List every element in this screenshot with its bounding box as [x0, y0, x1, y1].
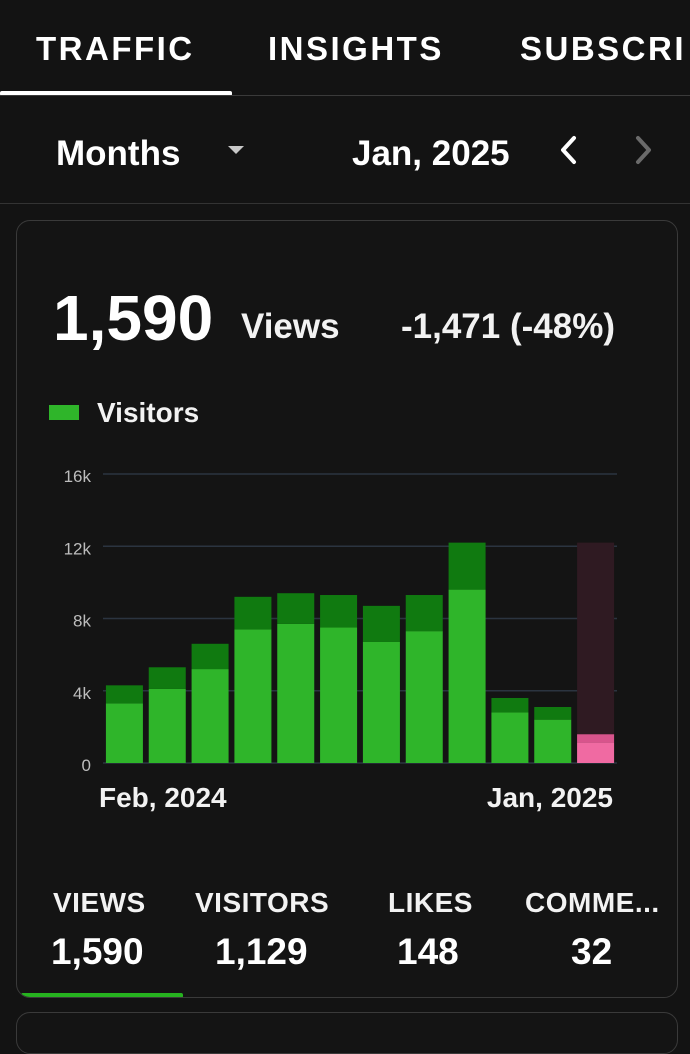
bar-visitors	[277, 623, 315, 763]
tab-subscribers[interactable]: SUBSCRI	[520, 30, 687, 67]
bar-visitors	[405, 631, 443, 763]
bar-visitors	[534, 719, 572, 763]
active-tab-indicator	[0, 91, 232, 96]
stat-title-comments[interactable]: COMME...	[525, 887, 660, 918]
date-label: Jan, 2025	[352, 134, 510, 173]
bar-views	[362, 605, 400, 642]
bar-visitors	[105, 703, 143, 763]
bar-views	[320, 595, 358, 628]
stat-value-views[interactable]: 1,590	[51, 931, 144, 972]
bar-views	[534, 707, 572, 720]
chevron-right-icon[interactable]	[626, 132, 662, 168]
x-label-start: Feb, 2024	[99, 782, 227, 813]
bar-views	[491, 697, 529, 713]
y-tick-label: 4k	[73, 684, 91, 703]
stats-card: 1,590 Views -1,471 (-48%) Visitors 16k 12…	[16, 220, 678, 998]
bar-visitors	[577, 742, 615, 763]
legend-swatch	[49, 405, 79, 420]
bar-visitors	[234, 629, 272, 763]
views-label: Views	[241, 307, 340, 346]
toolbar-divider	[0, 203, 690, 204]
tab-insights[interactable]: INSIGHTS	[268, 30, 444, 67]
period-selector[interactable]: Months	[56, 134, 181, 173]
views-change: -1,471 (-48%)	[401, 307, 615, 346]
chevron-left-icon[interactable]	[552, 132, 588, 168]
stat-title-views[interactable]: VIEWS	[53, 887, 146, 918]
bar-views	[234, 596, 272, 630]
x-label-end: Jan, 2025	[487, 782, 613, 813]
bar-visitors	[491, 712, 529, 763]
date-toolbar: Months Jan, 2025	[0, 96, 690, 204]
bar-visitors	[448, 589, 486, 763]
bar-visitors	[320, 627, 358, 763]
selected-stat-indicator	[21, 993, 183, 997]
stat-value-visitors[interactable]: 1,129	[215, 931, 308, 972]
bar-views	[105, 685, 143, 704]
tab-bar: TRAFFIC INSIGHTS SUBSCRI	[0, 0, 690, 96]
tabs-divider	[0, 95, 690, 96]
stats-row: VIEWS 1,590 VISITORS 1,129 LIKES 148 COM…	[17, 881, 677, 997]
stat-title-visitors[interactable]: VISITORS	[195, 887, 330, 918]
bar-views	[191, 643, 229, 670]
dropdown-triangle-icon[interactable]	[228, 146, 244, 154]
legend-label: Visitors	[97, 397, 200, 428]
total-views-value: 1,590	[53, 282, 214, 354]
y-tick-label: 16k	[64, 467, 92, 486]
bar-views	[577, 734, 615, 743]
stat-value-likes[interactable]: 148	[397, 931, 459, 972]
tab-traffic[interactable]: TRAFFIC	[36, 30, 195, 67]
stat-title-likes[interactable]: LIKES	[388, 887, 473, 918]
bar-views	[448, 542, 486, 590]
bar-views	[277, 593, 315, 624]
y-tick-label: 0	[82, 756, 91, 775]
visitors-bar-chart[interactable]: 16k 12k 8k 4k 0 Feb, 2024 Jan, 2025	[17, 451, 677, 831]
y-tick-label: 12k	[64, 539, 92, 558]
bar-views	[405, 595, 443, 632]
stat-value-comments[interactable]: 32	[571, 931, 613, 972]
bar-visitors	[148, 688, 186, 763]
selected-bar-highlight	[577, 542, 615, 763]
next-card	[16, 1012, 678, 1054]
y-tick-label: 8k	[73, 612, 91, 631]
bar-visitors	[362, 641, 400, 763]
bar-views	[148, 667, 186, 689]
bar-visitors	[191, 669, 229, 763]
